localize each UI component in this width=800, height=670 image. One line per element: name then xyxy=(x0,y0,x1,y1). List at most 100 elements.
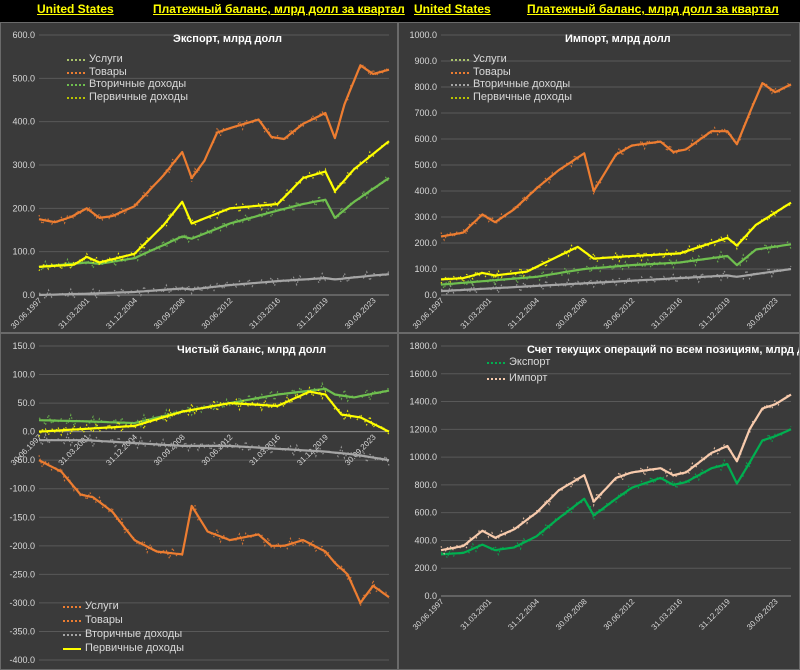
x-tick-label: 31.12.2004 xyxy=(104,296,139,331)
x-tick-label: 30.06.2012 xyxy=(602,597,637,632)
x-tick-label: 30.09.2008 xyxy=(554,296,589,331)
y-tick-label: 400.0 xyxy=(12,117,35,127)
x-tick-label: 31.03.2001 xyxy=(57,296,92,331)
x-tick-label: 31.12.2019 xyxy=(697,597,732,632)
legend-item: Первичные доходы xyxy=(449,91,572,104)
legend-swatch xyxy=(63,620,81,622)
series-line-dotted xyxy=(440,265,792,296)
y-tick-label: 1000.0 xyxy=(409,452,437,462)
y-tick-label: 150.0 xyxy=(12,341,35,351)
chart-legend: Услуги Товары Вторичные доходы Первичные… xyxy=(65,53,188,103)
y-tick-label: 200.0 xyxy=(12,203,35,213)
y-tick-label: 50.0 xyxy=(17,398,35,408)
y-tick-label: 100.0 xyxy=(414,264,437,274)
series-line xyxy=(38,177,390,268)
series-line xyxy=(440,243,792,286)
legend-label: Товары xyxy=(89,65,127,78)
export-chart-panel: 0.0 100.0 200.0 300.0 400.0 500.0 600.0 30.06.1… xyxy=(0,22,398,333)
y-tick-label: 600.0 xyxy=(12,30,35,40)
series-line xyxy=(38,273,390,297)
legend-label: Вторичные доходы xyxy=(85,628,183,640)
x-tick-label: 31.12.2019 xyxy=(697,296,732,331)
y-tick-label: 300.0 xyxy=(414,212,437,222)
legend-item: Вторичные доходы xyxy=(65,78,188,91)
y-tick-label: 700.0 xyxy=(414,108,437,118)
x-tick-label: 30.06.1997 xyxy=(9,296,44,331)
legend-swatch xyxy=(67,96,85,99)
legend-label: Первичные доходы xyxy=(473,90,573,103)
import-chart: 0.0 100.0 200.0 300.0 400.0 500.0 600.0 700.0 80… xyxy=(409,30,792,331)
chart-title: Счет текущих операций по всем позициям, … xyxy=(527,344,800,356)
legend-item: Импорт xyxy=(485,370,550,386)
x-tick-label: 30.09.2023 xyxy=(343,432,378,467)
series-line xyxy=(38,140,390,268)
series-line xyxy=(440,428,792,556)
series-line xyxy=(440,201,792,281)
y-tick-label: 600.0 xyxy=(414,508,437,518)
series-line-dotted xyxy=(38,455,390,609)
chart-title: Импорт, млрд долл xyxy=(565,33,671,45)
y-tick-label: -300.0 xyxy=(9,598,35,608)
y-tick-label: 100.0 xyxy=(12,247,35,257)
legend-item: Экспорт xyxy=(485,354,550,370)
chart-legend: Услуги Товары Вторичные доходы Первичные… xyxy=(61,599,184,655)
chart-title: Чистый баланс, млрд долл xyxy=(177,344,327,356)
x-tick-label: 30.09.2023 xyxy=(343,296,378,331)
x-tick-label: 30.06.1997 xyxy=(411,296,446,331)
series-line xyxy=(39,439,390,462)
series-line xyxy=(38,390,390,433)
series-line xyxy=(440,267,792,293)
header-title-right[interactable]: Платежный баланс, млрд долл за квартал xyxy=(527,2,779,16)
y-tick-label: 800.0 xyxy=(414,82,437,92)
chart-legend: Экспорт Импорт xyxy=(485,354,550,386)
legend-swatch xyxy=(451,71,469,74)
legend-item: Первичные доходы xyxy=(61,641,184,655)
y-tick-label: 800.0 xyxy=(414,480,437,490)
x-tick-label: 31.12.2019 xyxy=(295,296,330,331)
header-country-left[interactable]: United States xyxy=(37,2,114,16)
y-tick-label: 1600.0 xyxy=(409,369,437,379)
x-tick-label: 30.06.1997 xyxy=(411,597,446,632)
y-tick-label: 500.0 xyxy=(414,160,437,170)
legend-item: Первичные доходы xyxy=(65,91,188,104)
legend-label: Услуги xyxy=(85,600,119,612)
legend-label: Экспорт xyxy=(509,356,551,368)
y-tick-label: 1000.0 xyxy=(409,30,437,40)
y-tick-label: 0.0 xyxy=(424,290,437,300)
series-line xyxy=(38,459,390,604)
legend-swatch xyxy=(67,59,85,61)
export-chart: 0.0 100.0 200.0 300.0 400.0 500.0 600.0 30.06.1… xyxy=(9,30,390,331)
import-chart-panel: 0.0 100.0 200.0 300.0 400.0 500.0 600.0 700.0 80… xyxy=(398,22,800,333)
x-tick-label: 30.06.2012 xyxy=(200,296,235,331)
y-tick-label: -350.0 xyxy=(9,626,35,636)
series-line xyxy=(38,64,390,224)
y-tick-label: 500.0 xyxy=(12,73,35,83)
x-tick-label: 30.09.2008 xyxy=(554,597,589,632)
y-tick-label: -400.0 xyxy=(9,655,35,665)
y-tick-label: 100.0 xyxy=(12,370,35,380)
x-tick-label: 31.03.2001 xyxy=(459,597,494,632)
series-line-dotted xyxy=(440,426,792,559)
legend-label: Импорт xyxy=(509,372,548,384)
x-tick-label: 31.12.2004 xyxy=(104,432,139,467)
y-tick-label: 0.0 xyxy=(22,427,35,437)
header-country-right[interactable]: United States xyxy=(414,2,491,16)
legend-item: Услуги xyxy=(65,53,188,66)
legend-item: Вторичные доходы xyxy=(449,78,572,91)
legend-label: Услуги xyxy=(89,53,123,65)
x-tick-label: 30.06.2012 xyxy=(602,296,637,331)
legend-item: Товары xyxy=(449,66,572,79)
y-tick-label: 0.0 xyxy=(22,290,35,300)
y-tick-label: 1200.0 xyxy=(409,424,437,434)
y-tick-label: -100.0 xyxy=(9,484,35,494)
header-title-left[interactable]: Платежный баланс, млрд долл за квартал xyxy=(153,2,405,16)
legend-item: Услуги xyxy=(449,53,572,66)
y-tick-label: -200.0 xyxy=(9,541,35,551)
x-tick-label: 30.09.2023 xyxy=(745,597,780,632)
series-line xyxy=(440,393,792,552)
legend-swatch xyxy=(63,606,81,608)
y-tick-label: 200.0 xyxy=(414,563,437,573)
series-line-dotted xyxy=(440,393,792,555)
legend-label: Вторичные доходы xyxy=(473,78,571,90)
x-tick-label: 31.12.2004 xyxy=(506,296,541,331)
